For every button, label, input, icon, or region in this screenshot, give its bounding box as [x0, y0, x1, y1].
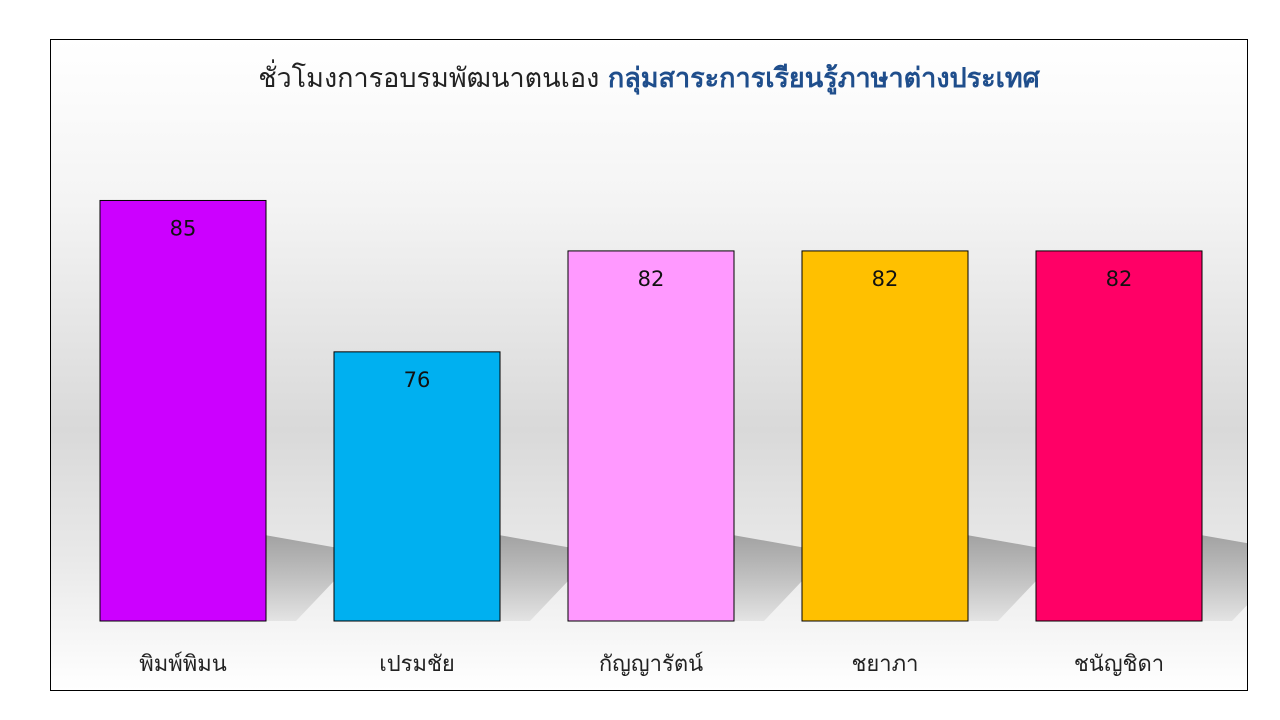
bars	[99, 199, 1203, 622]
bar-chart: 85 76 82 82 82 พิมพ์พิมน เปรมชัย กัญญารัตน์ ชยา…	[99, 199, 1247, 677]
bar	[801, 250, 969, 622]
bar	[99, 199, 267, 622]
category-label: กัญญารัตน์	[599, 652, 704, 677]
bar	[333, 351, 501, 622]
data-label: 76	[404, 368, 431, 392]
chart-title: ชั่วโมงการอบรมพัฒนาตนเอง กลุ่มสาระการเรี…	[51, 56, 1247, 99]
chart-title-highlight: กลุ่มสาระการเรียนรู้ภาษาต่างประเทศ	[607, 63, 1040, 94]
bar	[1035, 250, 1203, 622]
bar-shadow	[266, 535, 334, 621]
category-label: พิมพ์พิมน	[139, 652, 227, 677]
category-labels: พิมพ์พิมน เปรมชัย กัญญารัตน์ ชยาภา ชนัญชิดา	[139, 652, 1164, 677]
data-label: 82	[638, 267, 665, 291]
data-label: 85	[170, 216, 197, 240]
bar-shadow	[500, 535, 568, 621]
bar-shadows	[266, 535, 1247, 621]
bar-shadow	[734, 535, 802, 621]
data-label: 82	[1106, 267, 1133, 291]
category-label: ชนัญชิดา	[1074, 652, 1164, 677]
bar-shadow	[1202, 535, 1247, 621]
data-labels: 85 76 82 82 82	[170, 216, 1133, 391]
data-label: 82	[872, 267, 899, 291]
bar	[567, 250, 735, 622]
chart-frame: ชั่วโมงการอบรมพัฒนาตนเอง กลุ่มสาระการเรี…	[50, 39, 1248, 691]
category-label: ชยาภา	[851, 652, 918, 677]
bar-shadow	[968, 535, 1036, 621]
chart-title-prefix: ชั่วโมงการอบรมพัฒนาตนเอง	[258, 63, 600, 94]
category-label: เปรมชัย	[379, 652, 455, 677]
